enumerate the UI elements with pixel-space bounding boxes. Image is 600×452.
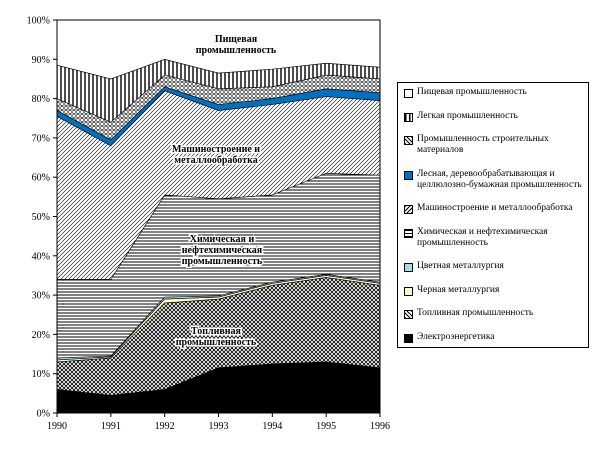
- annotation: Машиностроение и: [172, 144, 260, 155]
- y-tick-label: 40%: [32, 251, 50, 262]
- legend-item: Лесная, деревообрабатывающая и целлюлозн…: [402, 169, 584, 191]
- legend-item: Химическая и нефтехимическая промышленно…: [402, 227, 584, 249]
- x-tick-label: 1994: [262, 421, 282, 432]
- legend-label: Пищевая промышленность: [417, 87, 527, 97]
- annotation: промышленность: [182, 256, 263, 267]
- legend-swatch: [404, 112, 413, 122]
- legend-label: Лесная, деревообрабатывающая и целлюлозн…: [417, 168, 582, 190]
- annotation: нефтехимическая: [182, 245, 263, 256]
- legend-swatch: [404, 170, 413, 180]
- legend-label: Химическая и нефтехимическая промышленно…: [417, 226, 548, 248]
- legend-label: Легкая промышленность: [417, 110, 518, 121]
- legend-label: Черная металлургия: [417, 284, 500, 295]
- y-tick-label: 70%: [32, 133, 50, 144]
- x-tick-label: 1992: [155, 421, 175, 432]
- legend-item: Топливная промышленность: [402, 308, 584, 320]
- annotation: Пищевая: [215, 34, 258, 45]
- annotation: металлообработка: [174, 155, 257, 166]
- x-tick-label: 1995: [316, 421, 336, 432]
- y-tick-label: 100%: [27, 16, 50, 27]
- x-tick-label: 1991: [101, 421, 121, 432]
- legend-swatch: [404, 286, 413, 296]
- annotation: промышленность: [196, 45, 277, 56]
- annotation: Химическая и: [190, 234, 255, 245]
- legend-swatch: [404, 136, 413, 146]
- x-tick-label: 1993: [209, 421, 229, 432]
- legend-label: Промышленность строительных материалов: [417, 134, 549, 156]
- legend-label: Машиностроение и металлообработка: [417, 203, 573, 214]
- annotation: Топливная: [191, 326, 242, 337]
- x-tick-label: 1996: [370, 421, 390, 432]
- y-tick-label: 80%: [32, 94, 50, 105]
- legend-swatch: [404, 205, 413, 215]
- legend-swatch: [404, 89, 413, 98]
- y-tick-label: 90%: [32, 55, 50, 66]
- legend-item: Легкая промышленность: [402, 111, 584, 122]
- legend-swatch: [404, 333, 413, 343]
- legend-label: Электроэнергетика: [417, 331, 495, 342]
- legend-item: Пищевая промышленность: [402, 87, 584, 98]
- legend-swatch: [404, 228, 413, 238]
- legend-label: Цветная металлургия: [417, 261, 504, 272]
- legend-item: Промышленность строительных материалов: [402, 134, 584, 156]
- x-tick-label: 1990: [47, 421, 67, 432]
- legend-swatch: [404, 310, 413, 320]
- legend-item: Цветная металлургия: [402, 261, 584, 273]
- y-tick-label: 0%: [37, 409, 50, 420]
- y-tick-label: 50%: [32, 212, 50, 223]
- legend-label: Топливная промышленность: [417, 308, 534, 319]
- legend-swatch: [404, 263, 413, 273]
- legend-item: Электроэнергетика: [402, 332, 584, 343]
- y-tick-label: 10%: [32, 369, 50, 380]
- annotation: промышленность: [176, 337, 257, 348]
- legend-item: Черная металлургия: [402, 285, 584, 296]
- legend: Пищевая промышленность Легкая промышленно…: [397, 82, 589, 348]
- y-tick-label: 30%: [32, 291, 50, 302]
- y-tick-label: 20%: [32, 330, 50, 341]
- legend-item: Машиностроение и металлообработка: [402, 203, 584, 215]
- y-tick-label: 60%: [32, 173, 50, 184]
